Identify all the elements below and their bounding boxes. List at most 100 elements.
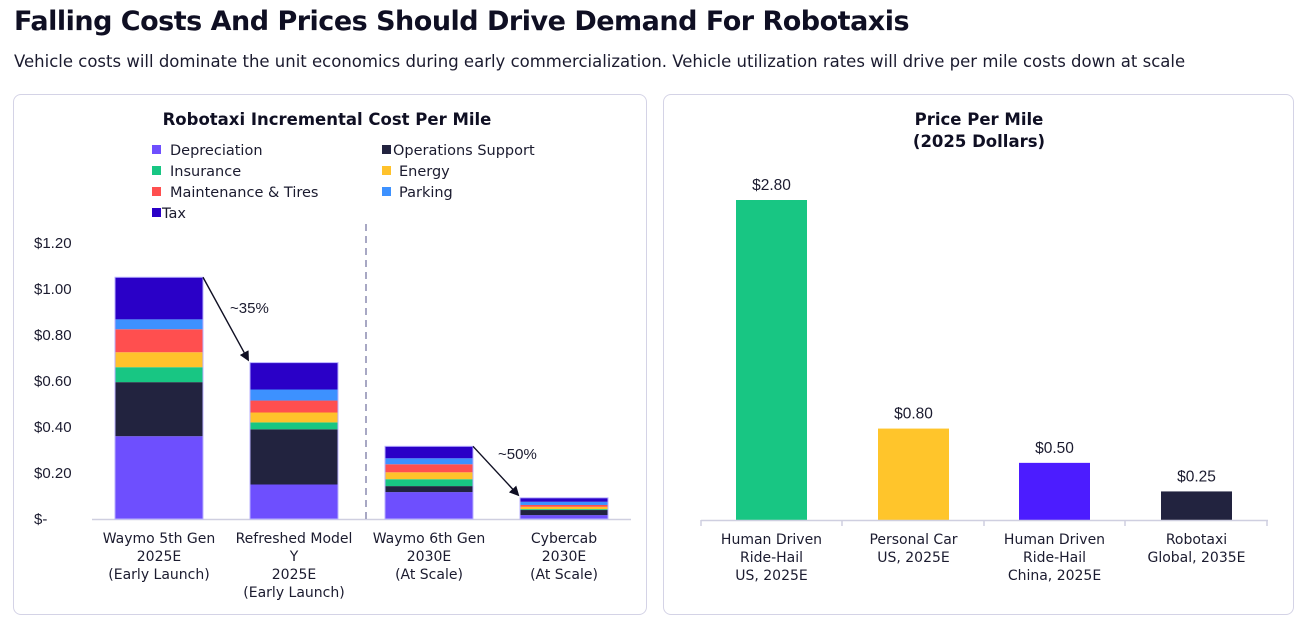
x-category-label: Global, 2035E: [1147, 550, 1245, 566]
bar-segment-depreciation: [115, 436, 203, 519]
x-category-label: US, 2025E: [735, 568, 808, 584]
bar-segment-depreciation: [520, 515, 608, 519]
bar-segment-parking: [250, 389, 338, 401]
bar-outline: [519, 497, 609, 520]
legend-swatch-depreciation: [152, 145, 161, 154]
reduction-arrow: [472, 445, 520, 497]
bar-segment-maintenance-and-tires: [115, 329, 203, 353]
y-tick-label: $1.20: [34, 235, 72, 252]
x-category-label: Personal Car: [869, 532, 957, 548]
legend-label-tax: Tax: [161, 206, 186, 222]
bar-segment-energy: [115, 352, 203, 368]
legend-label-energy: Energy: [399, 164, 450, 180]
cost-chart-title: Robotaxi Incremental Cost Per Mile: [163, 110, 492, 129]
bar-segment-energy: [385, 472, 473, 480]
cost-chart-y-axis: $- $0.20 $0.40 $0.60 $0.80 $1.00 $1.20: [34, 235, 631, 528]
bar-segment-energy: [250, 412, 338, 423]
legend-label-operations-support: Operations Support: [393, 143, 535, 159]
x-category-label: 2030E: [542, 549, 586, 565]
bar-segment-insurance: [520, 509, 608, 511]
legend-label-maintenance-and-tires: Maintenance & Tires: [170, 185, 318, 201]
x-category-label: 2030E: [407, 549, 451, 565]
x-category-label: Human Driven: [1004, 532, 1105, 548]
bar-segment-maintenance-and-tires: [250, 400, 338, 413]
price-bar: [1161, 491, 1232, 520]
x-category-label: Ride-Hail: [1023, 550, 1086, 566]
cost-chart-legend: Depreciation Operations Support Insurance E…: [152, 143, 535, 222]
legend-swatch-tax: [152, 208, 161, 217]
y-tick-label: $1.00: [34, 281, 72, 298]
bar-segment-insurance: [385, 479, 473, 487]
price-chart-x-axis: Human Driven Ride-Hail US, 2025E Personal C…: [700, 519, 1268, 584]
x-category-label: Robotaxi: [1166, 532, 1227, 548]
x-category-label: (Early Launch): [108, 567, 209, 583]
x-category-label: Ride-Hail: [740, 550, 803, 566]
bar-segment-tax: [385, 446, 473, 459]
bar-segment-operations-support: [250, 429, 338, 485]
x-category-label: Y: [289, 549, 299, 565]
bar-segment-insurance: [115, 367, 203, 383]
legend-label-parking: Parking: [399, 185, 453, 201]
legend-swatch-insurance: [152, 166, 161, 175]
x-category-label: 2025E: [272, 567, 316, 583]
bar-segment-operations-support: [520, 510, 608, 516]
x-category-label: China, 2025E: [1008, 568, 1101, 584]
bar-segment-energy: [520, 506, 608, 510]
y-tick-label: $0.80: [34, 327, 72, 344]
legend-swatch-operations-support: [382, 145, 391, 154]
reduction-label: ~50%: [498, 446, 537, 463]
x-category-label: Waymo 5th Gen: [103, 531, 216, 547]
price-bar: [878, 428, 949, 520]
legend-label-insurance: Insurance: [170, 164, 241, 180]
bar-segment-parking: [115, 319, 203, 330]
bar-segment-depreciation: [250, 484, 338, 519]
price-bar: [1019, 462, 1090, 520]
bar-outline: [249, 362, 339, 520]
bar-segment-parking: [520, 501, 608, 505]
x-category-label: (Early Launch): [243, 585, 344, 601]
price-bar-value-label: $2.80: [752, 177, 791, 194]
bar-outline: [384, 445, 474, 520]
x-category-label: US, 2025E: [877, 550, 950, 566]
x-category-label: (At Scale): [530, 567, 598, 583]
page-subtitle: Vehicle costs will dominate the unit eco…: [14, 52, 1186, 71]
bar-outline: [114, 276, 204, 520]
price-bar-value-label: $0.25: [1177, 468, 1216, 485]
cost-chart-x-axis: Waymo 5th Gen 2025E (Early Launch) Refreshe…: [103, 531, 598, 601]
x-category-label: Cybercab: [531, 531, 597, 547]
x-category-label: Refreshed Model: [236, 531, 353, 547]
y-tick-label: $0.40: [34, 419, 72, 436]
y-tick-label: $0.20: [34, 465, 72, 482]
bar-segment-tax: [115, 277, 203, 320]
cost-chart-annotations: ~35% ~50%: [202, 276, 537, 497]
reduction-label: ~35%: [230, 300, 269, 317]
price-bar: [736, 200, 807, 520]
bar-segment-operations-support: [115, 382, 203, 437]
bar-segment-maintenance-and-tires: [385, 464, 473, 473]
bar-segment-maintenance-and-tires: [520, 504, 608, 507]
x-category-label: (At Scale): [395, 567, 463, 583]
bar-segment-tax: [520, 497, 608, 502]
y-tick-label: $-: [34, 511, 47, 528]
x-category-label: Human Driven: [721, 532, 822, 548]
price-bar-value-label: $0.80: [894, 406, 933, 423]
price-chart-title: Price Per Mile: [915, 110, 1044, 129]
cost-chart-bars: [114, 224, 609, 520]
bar-segment-operations-support: [385, 486, 473, 493]
x-category-label: Waymo 6th Gen: [373, 531, 486, 547]
price-bar-value-label: $0.50: [1035, 440, 1074, 457]
price-chart-bars: $2.80 $0.80 $0.50 $0.25: [736, 177, 1232, 520]
bar-segment-tax: [250, 362, 338, 390]
y-tick-label: $0.60: [34, 373, 72, 390]
bar-segment-parking: [385, 458, 473, 465]
legend-swatch-maintenance-and-tires: [152, 187, 161, 196]
x-category-label: 2025E: [137, 549, 181, 565]
bar-segment-depreciation: [385, 492, 473, 519]
bar-segment-insurance: [250, 422, 338, 430]
price-chart-subtitle: (2025 Dollars): [913, 132, 1045, 151]
legend-swatch-parking: [382, 187, 391, 196]
page-title: Falling Costs And Prices Should Drive De…: [14, 6, 910, 37]
legend-label-depreciation: Depreciation: [170, 143, 263, 159]
legend-swatch-energy: [382, 166, 391, 175]
